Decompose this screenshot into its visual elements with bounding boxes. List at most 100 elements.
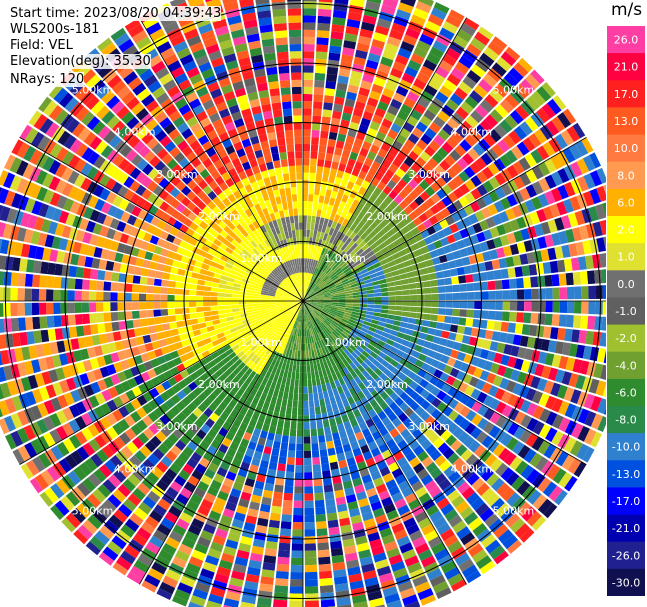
- gate-cell: [124, 415, 136, 427]
- gate-cell: [581, 301, 589, 314]
- gate-cell: [293, 493, 303, 501]
- gate-cell: [268, 349, 275, 357]
- gate-cell: [189, 371, 199, 381]
- gate-cell: [162, 272, 171, 280]
- gate-cell: [239, 252, 248, 259]
- gate-cell: [245, 515, 257, 525]
- gate-cell: [269, 333, 276, 340]
- gate-cell: [368, 408, 377, 418]
- gate-cell: [413, 374, 423, 385]
- gate-cell: [423, 307, 432, 314]
- gate-cell: [312, 464, 321, 473]
- gate-cell: [466, 309, 475, 318]
- gate-cell: [340, 524, 352, 534]
- gate-cell: [225, 591, 241, 602]
- gate-cell: [213, 323, 222, 330]
- gate-cell: [162, 438, 174, 450]
- gate-cell: [345, 211, 353, 221]
- gate-cell: [86, 245, 96, 257]
- gate-cell: [323, 345, 329, 353]
- gate-cell: [258, 466, 268, 476]
- gate-cell: [106, 399, 118, 412]
- gate-cell: [154, 316, 162, 325]
- gate-cell: [351, 341, 359, 349]
- gate-cell: [169, 243, 179, 253]
- gate-cell: [321, 412, 329, 421]
- gate-cell: [338, 233, 346, 241]
- gate-cell: [387, 310, 396, 315]
- gate-cell: [85, 74, 101, 89]
- ray: [303, 0, 434, 301]
- gate-cell: [413, 46, 428, 59]
- gate-cell: [216, 360, 226, 369]
- gate-cell: [89, 280, 97, 291]
- gate-cell: [544, 313, 553, 326]
- gate-cell: [408, 439, 420, 451]
- gate-cell: [249, 501, 260, 511]
- gate-cell: [102, 479, 117, 493]
- gate-cell: [573, 286, 582, 300]
- gate-cell: [68, 419, 81, 434]
- gate-cell: [379, 372, 388, 382]
- gate-cell: [184, 429, 196, 440]
- gate-cell: [288, 298, 296, 301]
- gate-cell: [132, 319, 141, 328]
- gate-cell: [103, 312, 112, 322]
- gate-cell: [308, 291, 314, 297]
- gate-cell: [174, 288, 183, 295]
- gate-cell: [472, 549, 488, 564]
- gate-cell: [393, 567, 408, 579]
- gate-cell: [401, 225, 411, 235]
- gate-cell: [445, 47, 461, 61]
- gate-cell: [207, 248, 217, 256]
- gate-cell: [310, 301, 318, 303]
- gate-cell: [37, 135, 51, 152]
- gate-cell: [235, 428, 245, 438]
- gate-cell: [208, 402, 218, 412]
- gate-cell: [411, 365, 421, 375]
- gate-cell: [212, 534, 226, 546]
- gate-cell: [177, 327, 186, 335]
- gate-cell: [388, 190, 398, 200]
- gate-cell: [146, 471, 160, 485]
- gate-cell: [251, 457, 261, 467]
- gate-cell: [309, 302, 317, 306]
- gate-cell: [245, 269, 254, 276]
- gate-cell: [503, 221, 513, 234]
- gate-cell: [294, 306, 300, 313]
- gate-cell: [112, 396, 124, 409]
- gate-cell: [341, 112, 352, 122]
- gate-cell: [114, 139, 127, 153]
- gate-cell: [475, 157, 487, 170]
- gate-cell: [315, 58, 327, 67]
- gate-cell: [361, 141, 372, 151]
- gate-cell: [414, 195, 425, 206]
- gate-cell: [525, 116, 539, 132]
- gate-cell: [482, 339, 492, 350]
- gate-cell: [177, 268, 186, 276]
- gate-cell: [208, 510, 222, 521]
- gate-cell: [245, 349, 253, 357]
- gate-cell: [198, 382, 208, 392]
- gate-cell: [285, 308, 292, 314]
- gate-cell: [216, 234, 225, 243]
- gate-cell: [361, 339, 369, 347]
- gate-cell: [495, 415, 508, 428]
- gate-cell: [554, 369, 566, 383]
- gate-cell: [309, 297, 317, 300]
- gate-cell: [155, 324, 164, 333]
- gate-cell: [252, 272, 260, 279]
- gate-cell: [131, 310, 140, 319]
- gate-cell: [554, 489, 568, 506]
- gate-cell: [200, 530, 214, 541]
- gate-cell: [316, 348, 321, 357]
- gate-cell: [38, 302, 47, 315]
- gate-cell: [262, 423, 270, 432]
- gate-cell: [207, 200, 217, 211]
- ray: [303, 137, 594, 301]
- gate-cell: [204, 239, 213, 248]
- gate-cell: [315, 514, 327, 522]
- gate-cell: [475, 253, 485, 263]
- gate-cell: [304, 322, 306, 330]
- gate-cell: [175, 180, 187, 192]
